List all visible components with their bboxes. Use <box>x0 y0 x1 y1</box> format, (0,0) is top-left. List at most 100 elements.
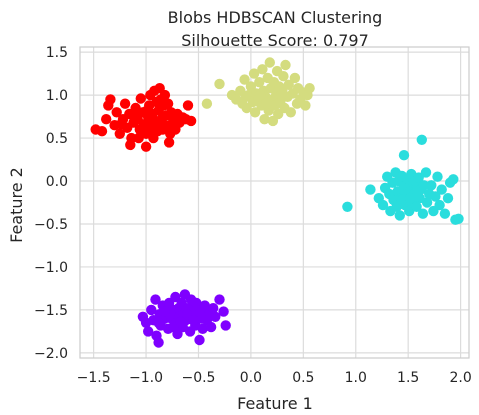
y-tick-label: 0.5 <box>46 131 68 147</box>
data-point-cluster-4 <box>208 303 219 314</box>
data-point-cluster-1 <box>163 137 175 148</box>
data-point-cluster-1 <box>182 100 194 111</box>
y-tick-label: −1.0 <box>34 260 68 276</box>
data-point-cluster-1 <box>153 117 164 128</box>
data-point-cluster-1 <box>119 98 131 109</box>
data-point-cluster-3 <box>420 167 432 178</box>
data-point-cluster-1 <box>135 93 146 104</box>
data-point-cluster-4 <box>218 306 229 317</box>
data-point-cluster-2 <box>289 72 301 84</box>
x-tick-label: 0.0 <box>240 370 262 386</box>
y-axis-label: Feature 2 <box>7 167 26 243</box>
data-point-cluster-3 <box>453 213 464 224</box>
data-point-cluster-1 <box>141 105 153 116</box>
data-point-cluster-2 <box>276 89 287 101</box>
data-point-cluster-3 <box>439 208 451 219</box>
x-tick-label: −0.5 <box>181 370 215 386</box>
y-tick-label: 1.5 <box>46 45 68 61</box>
x-tick-label: −1.0 <box>129 370 163 386</box>
y-tick-label: 1.0 <box>46 88 68 104</box>
data-point-cluster-2 <box>259 114 270 125</box>
data-point-cluster-4 <box>210 311 221 322</box>
data-point-cluster-4 <box>153 337 164 348</box>
data-point-cluster-3 <box>421 197 433 208</box>
data-point-cluster-4 <box>191 297 202 309</box>
data-point-cluster-3 <box>432 171 443 182</box>
data-points <box>90 57 464 348</box>
data-point-cluster-1 <box>159 89 171 101</box>
data-point-cluster-4 <box>159 306 171 317</box>
y-tick-label: 0.0 <box>46 174 68 190</box>
plot-area-frame <box>79 46 470 359</box>
data-point-cluster-3 <box>411 191 422 202</box>
data-point-cluster-4 <box>175 316 186 328</box>
data-point-cluster-3 <box>436 184 447 195</box>
data-point-cluster-2 <box>248 68 260 79</box>
data-point-cluster-2 <box>300 100 311 111</box>
x-tick-label: 0.5 <box>292 370 314 386</box>
data-point-cluster-1 <box>125 139 136 151</box>
data-point-cluster-1 <box>133 132 144 144</box>
data-point-cluster-2 <box>278 71 289 82</box>
data-point-cluster-3 <box>448 174 459 185</box>
data-point-cluster-1 <box>145 124 156 135</box>
data-point-cluster-1 <box>105 94 116 105</box>
x-tick-label: 1.0 <box>345 370 367 386</box>
data-point-cluster-3 <box>418 180 430 191</box>
data-point-cluster-3 <box>430 191 441 202</box>
data-point-cluster-1 <box>96 126 108 137</box>
data-point-cluster-3 <box>365 184 376 195</box>
data-point-cluster-1 <box>130 111 141 122</box>
data-point-cluster-4 <box>150 294 161 305</box>
y-tick-label: −2.0 <box>34 346 68 362</box>
data-point-cluster-2 <box>261 98 272 109</box>
y-tick-labels: 1.5 1.0 0.5 0.0 −0.5 −1.0 −1.5 −2.0 <box>34 45 68 362</box>
data-point-cluster-4 <box>196 313 207 324</box>
data-point-cluster-2 <box>255 89 266 101</box>
data-point-cluster-4 <box>214 294 225 305</box>
data-point-cluster-4 <box>168 321 179 333</box>
data-point-cluster-2 <box>201 98 213 109</box>
data-point-cluster-1 <box>115 119 127 130</box>
data-point-cluster-4 <box>197 323 208 334</box>
data-point-cluster-4 <box>153 317 164 328</box>
y-tick-label: −0.5 <box>34 217 68 233</box>
data-point-cluster-3 <box>434 199 445 211</box>
data-point-cluster-1 <box>185 115 197 127</box>
data-point-cluster-2 <box>239 74 250 85</box>
data-point-cluster-4 <box>146 304 157 316</box>
x-tick-label: 2.0 <box>449 370 471 386</box>
data-point-cluster-4 <box>143 326 154 337</box>
data-point-cluster-4 <box>205 321 217 333</box>
data-point-cluster-1 <box>162 98 174 109</box>
data-point-cluster-4 <box>220 320 231 331</box>
data-point-cluster-3 <box>396 194 408 206</box>
data-point-cluster-1 <box>148 132 159 144</box>
data-point-cluster-3 <box>398 150 410 161</box>
data-point-cluster-2 <box>257 64 268 75</box>
data-point-cluster-2 <box>304 83 315 94</box>
x-axis-label: Feature 1 <box>237 394 313 413</box>
data-point-cluster-2 <box>249 107 261 118</box>
data-point-cluster-3 <box>377 199 389 211</box>
data-point-cluster-2 <box>254 77 265 88</box>
data-point-cluster-3 <box>426 180 437 191</box>
data-point-cluster-4 <box>199 300 210 311</box>
data-point-cluster-2 <box>214 78 225 90</box>
data-point-cluster-4 <box>194 334 205 346</box>
data-point-cluster-2 <box>240 91 251 103</box>
data-point-cluster-3 <box>413 172 424 183</box>
y-tick-label: −1.5 <box>34 303 68 319</box>
data-point-cluster-2 <box>280 59 291 71</box>
data-point-cluster-3 <box>394 210 405 221</box>
data-point-cluster-3 <box>342 201 353 212</box>
x-tick-label: −1.5 <box>77 370 111 386</box>
data-point-cluster-3 <box>416 134 427 145</box>
data-point-cluster-3 <box>417 208 429 219</box>
data-point-cluster-4 <box>188 315 199 326</box>
data-point-cluster-2 <box>283 79 294 91</box>
data-point-cluster-2 <box>285 107 296 118</box>
data-point-cluster-2 <box>264 57 275 68</box>
data-point-cluster-3 <box>411 201 422 212</box>
